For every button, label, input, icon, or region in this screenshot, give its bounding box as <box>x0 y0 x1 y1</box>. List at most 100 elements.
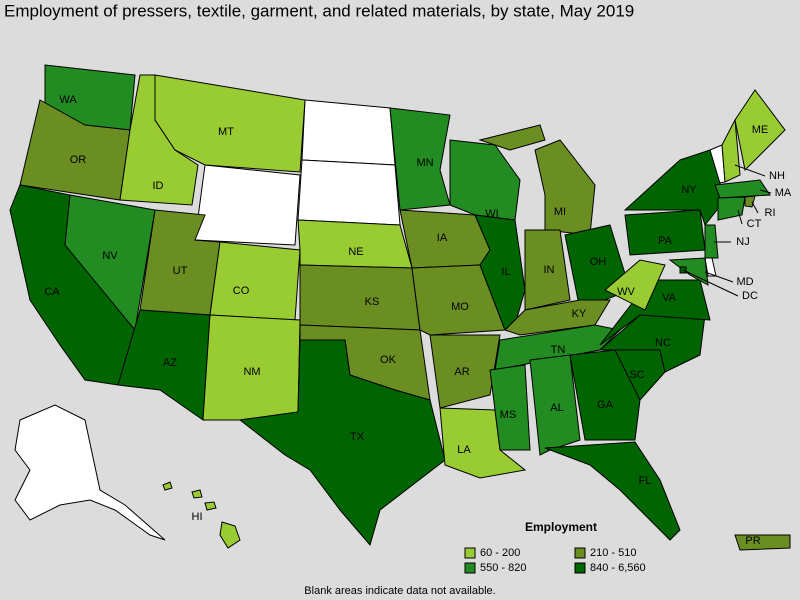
state <box>524 229 571 311</box>
leader-line <box>682 269 739 297</box>
state-label: AZ <box>163 357 177 369</box>
state-label: NC <box>655 337 671 349</box>
state-label: OK <box>380 354 397 366</box>
state-label: IN <box>544 264 555 276</box>
note: Blank areas indicate data not available. <box>304 585 495 597</box>
state-label: TX <box>350 431 365 443</box>
state <box>529 354 581 456</box>
state <box>219 521 241 549</box>
state-label: WA <box>59 94 77 106</box>
state <box>714 179 771 199</box>
state-label: DC <box>742 290 758 302</box>
state-blank <box>194 164 301 246</box>
state-label: ID <box>153 180 164 192</box>
state <box>191 489 203 499</box>
state-label: RI <box>765 207 776 219</box>
state-label: NE <box>348 246 363 258</box>
state <box>744 195 756 208</box>
state-label: CA <box>44 286 60 298</box>
legend-label: 60 - 200 <box>480 547 520 559</box>
state <box>204 501 217 511</box>
state <box>734 89 786 172</box>
leader-line <box>759 189 772 194</box>
legend-label: 550 - 820 <box>480 562 526 574</box>
state-label: ME <box>752 124 769 136</box>
state-label: LA <box>457 444 471 456</box>
state-label: NV <box>102 250 118 262</box>
state <box>624 209 706 256</box>
state-blank <box>14 404 166 541</box>
state-blank <box>297 159 401 226</box>
state-label: FL <box>639 475 652 487</box>
state-label: IL <box>501 266 510 278</box>
state <box>162 481 173 491</box>
state <box>544 441 681 541</box>
state-label: MD <box>736 276 753 288</box>
state <box>299 264 421 331</box>
state-label: MT <box>218 126 234 138</box>
state-label: MN <box>416 157 433 169</box>
state <box>429 334 501 409</box>
state <box>704 224 719 259</box>
state-label: GA <box>597 399 614 411</box>
legend-swatch <box>464 562 476 574</box>
state-label: IA <box>437 232 448 244</box>
state <box>534 139 596 236</box>
legend-swatch <box>574 562 586 574</box>
state-label: NM <box>243 366 260 378</box>
state-label: OH <box>590 256 607 268</box>
state-label: AR <box>454 366 469 378</box>
state-label: KS <box>365 296 380 308</box>
state <box>734 534 791 551</box>
state-label: NY <box>681 184 697 196</box>
legend-swatch <box>574 547 586 559</box>
state <box>717 196 746 221</box>
state <box>604 259 666 311</box>
legend-label: 210 - 510 <box>590 547 636 559</box>
leader-line <box>737 209 743 225</box>
state-label: PA <box>658 235 673 247</box>
state-label: HI <box>192 511 203 523</box>
state-label: VA <box>662 292 677 304</box>
state <box>389 107 451 211</box>
state-label: SC <box>629 369 644 381</box>
state <box>117 309 211 421</box>
state <box>297 219 413 269</box>
state-label: NH <box>769 170 785 182</box>
state-label: MS <box>500 409 517 421</box>
state-label: UT <box>173 265 188 277</box>
states: WAORCANVIDMTUTAZCONMNEKSOKTXMNIAMOARLAWI… <box>9 64 792 551</box>
state <box>411 264 506 336</box>
state <box>154 74 306 173</box>
state-label: OR <box>70 154 87 166</box>
leader-line <box>734 164 766 177</box>
state-label: NJ <box>736 236 749 248</box>
blank-states <box>14 99 726 541</box>
state-label: TN <box>551 344 566 356</box>
state <box>569 349 641 441</box>
state <box>209 241 301 321</box>
state-blank <box>301 99 396 166</box>
state-label: CO <box>233 285 250 297</box>
state <box>478 124 546 151</box>
state <box>238 339 446 547</box>
legend-swatch <box>464 547 476 559</box>
state-label: MI <box>554 206 566 218</box>
legend-label: 840 - 6,560 <box>590 562 646 574</box>
map-title: Employment of pressers, textile, garment… <box>4 1 634 20</box>
leader-line <box>751 201 759 214</box>
state-label: MO <box>451 301 469 313</box>
leader-line <box>704 271 734 283</box>
state <box>494 324 622 371</box>
state-label: MA <box>775 187 792 199</box>
state <box>489 364 531 451</box>
legend-title: Employment <box>525 520 597 534</box>
state <box>721 118 741 183</box>
state-label: CT <box>747 218 762 230</box>
state-label: KY <box>572 308 587 320</box>
state <box>504 299 611 336</box>
legend: 60 - 200 210 - 510 550 - 820 840 - 6,560 <box>464 547 646 574</box>
state-label: AL <box>550 402 563 414</box>
